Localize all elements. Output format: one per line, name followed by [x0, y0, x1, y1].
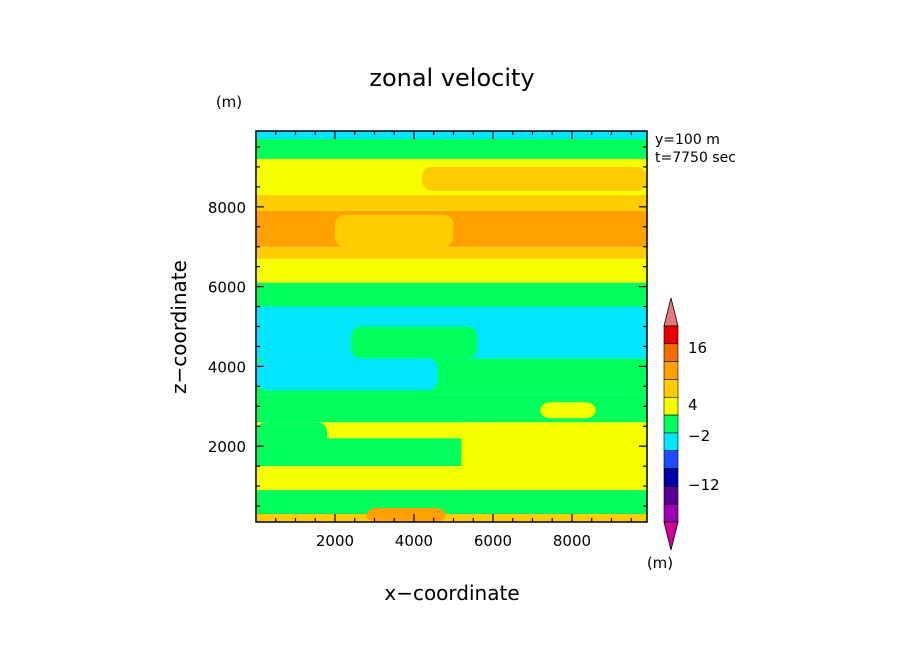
colorbar-swatch [663, 325, 679, 345]
contour-band [256, 282, 647, 307]
contour-patch [540, 402, 596, 419]
axis-ticks [256, 131, 647, 522]
y-tick-label: 8000 [208, 199, 246, 217]
colorbar-swatch [663, 396, 679, 416]
plot-area [255, 130, 648, 523]
contour-band [256, 131, 647, 139]
colorbar-label: −12 [688, 476, 720, 494]
colorbar-label: −2 [688, 427, 710, 445]
x-tick-label: 6000 [474, 532, 512, 550]
colorbar-swatch [663, 486, 679, 505]
colorbar-swatch [663, 414, 679, 434]
x-tick-label: 8000 [553, 532, 591, 550]
contour-patch [461, 422, 647, 479]
y-tick-label: 6000 [208, 279, 246, 297]
colorbar-swatch [663, 361, 679, 380]
colorbar: 16 4 −2 −12 (m) [647, 297, 720, 572]
colorbar-swatch [663, 468, 679, 487]
contour-band [256, 194, 647, 211]
colorbar-units-label: (m) [647, 554, 673, 572]
contour-patch [256, 422, 328, 447]
x-axis-label: x−coordinate [384, 581, 519, 605]
y-units-label: (m) [216, 93, 242, 111]
contour-patch [350, 326, 478, 359]
colorbar-swatch [663, 379, 679, 398]
y-tick-labels: 2000 4000 6000 8000 [208, 199, 246, 456]
chart-title: zonal velocity [369, 64, 534, 92]
contour-band [256, 490, 647, 515]
contour-patch [421, 166, 647, 191]
colorbar-swatch [663, 450, 679, 469]
y-axis-label: z−coordinate [167, 260, 191, 394]
x-tick-labels: 2000 4000 6000 8000 [316, 532, 591, 550]
contour-band [256, 514, 647, 522]
colorbar-label: 4 [688, 396, 698, 414]
colorbar-bottom-arrow [663, 521, 679, 551]
contour-band [256, 258, 647, 283]
contour-band [256, 246, 647, 259]
colorbar-swatch [663, 432, 679, 452]
contour-band [256, 138, 647, 159]
info-line-y: y=100 m [655, 132, 720, 148]
colorbar-swatches [663, 297, 679, 551]
contour-patches [256, 166, 647, 522]
contour-patch [256, 358, 438, 391]
x-tick-label: 2000 [316, 532, 354, 550]
contour-patch [366, 508, 446, 522]
info-line-t: t=7750 sec [655, 150, 736, 166]
y-tick-label: 2000 [208, 438, 246, 456]
y-tick-label: 4000 [208, 358, 246, 376]
colorbar-label: 16 [688, 339, 707, 357]
colorbar-swatch [663, 503, 679, 523]
colorbar-swatch [663, 343, 679, 362]
contour-patch [334, 214, 454, 247]
x-tick-label: 4000 [395, 532, 433, 550]
